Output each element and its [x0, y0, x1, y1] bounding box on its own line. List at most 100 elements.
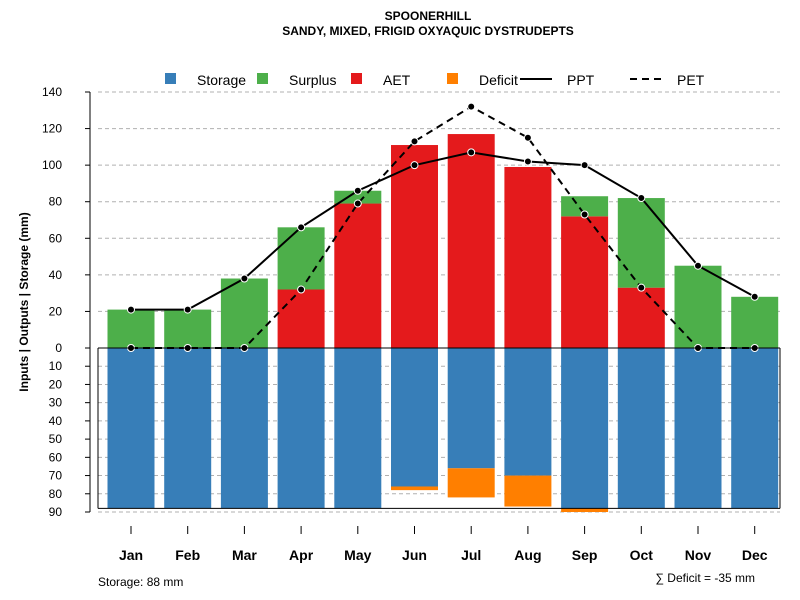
bar-storage-jan — [107, 348, 155, 509]
y-tick-label-upper-1: 20 — [49, 304, 63, 318]
legend-storage-label: Storage — [197, 72, 246, 88]
chart-subtitle: SANDY, MIXED, FRIGID OXYAQUIC DYSTRUDEPT… — [282, 24, 574, 38]
y-tick-label-lower-6: 70 — [49, 469, 63, 483]
chart-title: SPOONERHILL — [385, 9, 472, 23]
y-tick-label-upper-6: 120 — [42, 122, 62, 136]
bar-aet-jun — [391, 145, 438, 348]
point-ppt-jan — [127, 305, 135, 314]
bar-aet-aug — [504, 166, 552, 348]
bar-storage-jun — [391, 348, 438, 487]
line-ppt — [131, 151, 756, 311]
legend: Storage Surplus AET Deficit PPT PET — [165, 72, 705, 88]
point-ppt-oct — [637, 194, 646, 203]
bar-storage-aug — [504, 348, 552, 476]
bar-deficit-jul — [447, 468, 495, 498]
bars — [107, 134, 779, 512]
point-ppt-apr — [297, 223, 306, 232]
bar-surplus-oct — [617, 198, 665, 288]
x-tick-label-apr: Apr — [289, 547, 314, 563]
bar-surplus-feb — [164, 309, 212, 348]
x-tick-label-feb: Feb — [175, 547, 200, 563]
y-tick-label-lower-2: 30 — [49, 396, 63, 410]
point-pet-jul — [467, 102, 476, 111]
y-tick-label-upper-0: 0 — [55, 341, 62, 355]
bar-aet-jul — [447, 134, 495, 348]
bar-aet-oct — [617, 287, 665, 348]
point-ppt-dec — [750, 292, 759, 301]
y-tick-label-lower-8: 90 — [49, 505, 63, 519]
bar-aet-sep — [561, 216, 609, 348]
bar-storage-oct — [617, 348, 665, 509]
y-tick-label-upper-7: 140 — [42, 85, 62, 99]
bar-storage-apr — [277, 348, 325, 509]
x-tick-label-dec: Dec — [742, 547, 768, 563]
x-tick-label-may: May — [344, 547, 371, 563]
point-pet-apr — [297, 285, 306, 294]
point-pet-sep — [580, 210, 589, 219]
y-tick-label-upper-5: 100 — [42, 158, 62, 172]
x-tick-label-oct: Oct — [630, 547, 654, 563]
y-axis-label: Inputs | Outputs | Storage (mm) — [17, 212, 31, 391]
y-tick-label-lower-1: 20 — [49, 377, 63, 391]
y-tick-label-lower-7: 80 — [49, 487, 63, 501]
bar-storage-sep — [561, 348, 609, 509]
bar-surplus-jan — [107, 309, 155, 348]
bar-deficit-jun — [391, 486, 438, 491]
bar-storage-may — [334, 348, 382, 509]
x-tick-label-aug: Aug — [514, 547, 541, 563]
point-pet-may — [353, 199, 362, 208]
bar-storage-mar — [220, 348, 268, 509]
footer-storage: Storage: 88 mm — [98, 575, 183, 589]
point-pet-aug — [523, 133, 532, 142]
point-ppt-mar — [240, 274, 249, 283]
x-tick-label-nov: Nov — [685, 547, 712, 563]
legend-deficit-label: Deficit — [479, 72, 518, 88]
bar-storage-nov — [674, 348, 722, 509]
y-tick-label-upper-3: 60 — [49, 231, 63, 245]
bar-storage-jul — [447, 348, 495, 469]
legend-pet-label: PET — [677, 72, 705, 88]
point-pet-jun — [410, 137, 419, 146]
bar-surplus-nov — [674, 265, 722, 348]
y-tick-label-lower-0: 10 — [49, 359, 63, 373]
bar-storage-dec — [731, 348, 779, 509]
axes: 0 20 40 60 80 100 120 140 10 20 30 40 50 60 70 80 90 Jan F… — [42, 85, 781, 563]
bar-deficit-sep — [561, 508, 609, 512]
legend-deficit-swatch — [447, 73, 458, 84]
point-ppt-jun — [410, 161, 419, 170]
x-tick-label-mar: Mar — [232, 547, 257, 563]
y-tick-label-lower-3: 40 — [49, 414, 63, 428]
bar-surplus-dec — [731, 296, 779, 348]
point-pet-oct — [637, 283, 646, 292]
bar-deficit-aug — [504, 475, 552, 507]
gridlines — [98, 91, 780, 513]
bar-storage-feb — [164, 348, 212, 509]
x-tick-label-sep: Sep — [572, 547, 598, 563]
y-tick-label-lower-5: 60 — [49, 450, 63, 464]
legend-ppt-label: PPT — [567, 72, 595, 88]
legend-surplus-label: Surplus — [289, 72, 336, 88]
bar-aet-apr — [277, 289, 325, 348]
bar-surplus-may — [334, 190, 382, 204]
footer-deficit: ∑ Deficit = -35 mm — [655, 571, 755, 585]
legend-aet-swatch — [351, 73, 362, 84]
y-tick-label-upper-2: 40 — [49, 268, 63, 282]
x-tick-label-jan: Jan — [119, 547, 143, 563]
x-tick-label-jun: Jun — [402, 547, 427, 563]
point-ppt-may — [353, 186, 362, 195]
y-tick-label-lower-4: 50 — [49, 432, 63, 446]
y-tick-label-upper-4: 80 — [49, 195, 63, 209]
legend-aet-label: AET — [383, 72, 411, 88]
point-ppt-jul — [467, 148, 476, 157]
bar-surplus-apr — [277, 227, 325, 290]
legend-storage-swatch — [165, 73, 176, 84]
point-ppt-feb — [183, 305, 192, 314]
point-ppt-aug — [523, 157, 532, 166]
bar-surplus-sep — [561, 196, 609, 217]
line-pet — [131, 105, 755, 349]
legend-surplus-swatch — [257, 73, 268, 84]
point-ppt-sep — [580, 161, 589, 170]
bar-surplus-mar — [220, 278, 268, 348]
point-ppt-nov — [694, 261, 702, 270]
